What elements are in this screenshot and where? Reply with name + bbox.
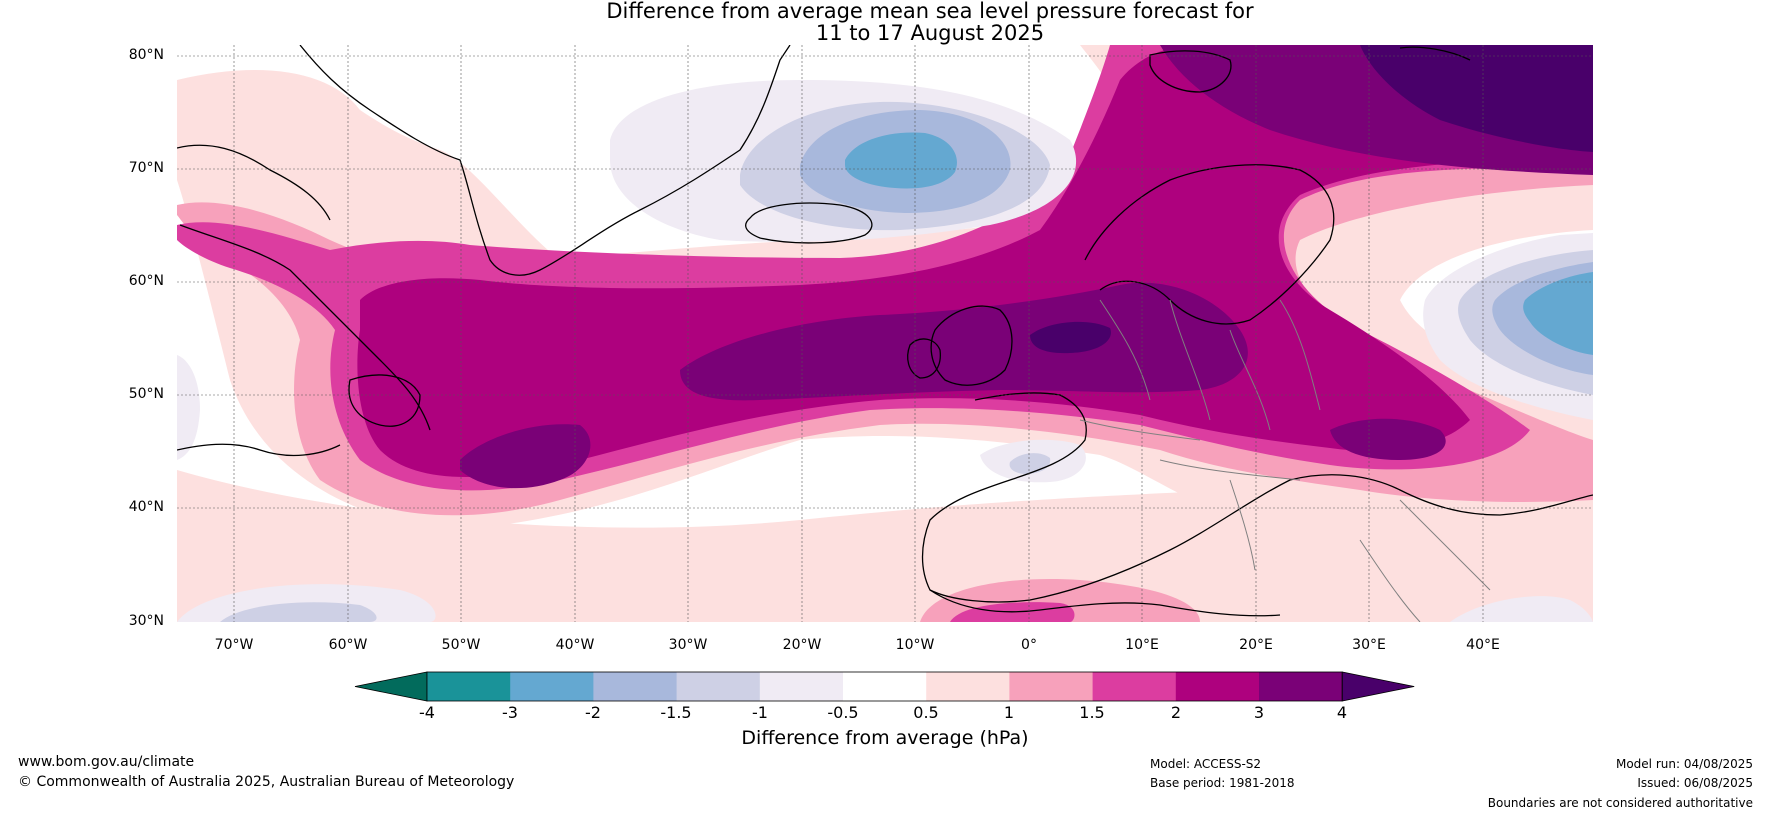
lon-label-60w: 60°W bbox=[328, 637, 368, 653]
colorbar-tick: 0.5 bbox=[913, 703, 939, 722]
contour-3-to-4-balkans bbox=[1330, 418, 1446, 460]
colorbar-tick: -1.5 bbox=[660, 703, 692, 722]
base-period-text: Base period: 1981-2018 bbox=[1150, 776, 1295, 790]
colorbar-tick: 2 bbox=[1170, 703, 1182, 722]
canada-arctic-coast bbox=[177, 144, 331, 221]
website-link[interactable]: www.bom.gov.au/climate bbox=[18, 754, 195, 770]
lat-label-30n: 30°N bbox=[128, 613, 164, 629]
contour-above-4-north bbox=[1360, 45, 1593, 152]
colorbar bbox=[354, 671, 1415, 702]
lon-label-30w: 30°W bbox=[668, 637, 708, 653]
colorbar-tick: -2 bbox=[585, 703, 601, 722]
lon-label-10e: 10°E bbox=[1125, 637, 1159, 653]
boundaries-note: Boundaries are not considered authoritat… bbox=[1487, 796, 1753, 810]
africa-coast bbox=[929, 589, 1281, 617]
colorbar-segment bbox=[843, 672, 927, 701]
lat-label-60n: 60°N bbox=[128, 273, 164, 289]
colorbar-tick: 1 bbox=[1003, 703, 1015, 722]
lon-label-40e: 40°E bbox=[1466, 637, 1500, 653]
lon-label-10w: 10°W bbox=[895, 637, 935, 653]
ireland-coast bbox=[907, 338, 941, 379]
contour-3-to-4-southwest bbox=[460, 424, 591, 489]
contour-neg-south-west-inner bbox=[220, 602, 377, 622]
colorbar-title: Difference from average (hPa) bbox=[741, 727, 1029, 749]
greenland-coast bbox=[299, 45, 791, 276]
colorbar-segment bbox=[427, 672, 511, 701]
map-title-line-1: Difference from average mean sea level p… bbox=[606, 0, 1254, 23]
lon-label-0: 0° bbox=[1021, 637, 1037, 653]
country-borders bbox=[1079, 299, 1491, 622]
colorbar-extend-high bbox=[1341, 671, 1415, 702]
lat-label-50n: 50°N bbox=[128, 386, 164, 402]
model-run-text: Model run: 04/08/2025 bbox=[1615, 757, 1753, 771]
colorbar-segment bbox=[759, 672, 844, 701]
colorbar-segment bbox=[926, 672, 1010, 701]
colorbar-tick: 1.5 bbox=[1079, 703, 1105, 722]
contour-above-4-uk bbox=[1030, 321, 1111, 354]
lon-label-70w: 70°W bbox=[214, 637, 254, 653]
colorbar-outline bbox=[426, 671, 1343, 702]
novaya-zemlya-coast bbox=[1399, 46, 1471, 61]
map-title-line-2: 11 to 17 August 2025 bbox=[815, 21, 1045, 45]
labrador-coast bbox=[179, 224, 431, 431]
model-text: Model: ACCESS-S2 bbox=[1150, 757, 1262, 771]
colorbar-tick: -0.5 bbox=[827, 703, 859, 722]
colorbar-segment bbox=[1092, 672, 1177, 701]
lon-label-20w: 20°W bbox=[782, 637, 822, 653]
colorbar-tick: 3 bbox=[1253, 703, 1265, 722]
lon-label-30e: 30°E bbox=[1352, 637, 1386, 653]
iceland-coast bbox=[745, 202, 873, 244]
colorbar-segment bbox=[593, 672, 678, 701]
colorbar-segment bbox=[676, 672, 761, 701]
colorbar-tick: -3 bbox=[502, 703, 518, 722]
coastlines bbox=[177, 45, 1593, 617]
contour-2-to-3 bbox=[357, 45, 1593, 477]
lon-label-50w: 50°W bbox=[441, 637, 481, 653]
contour-3-to-4 bbox=[680, 282, 1248, 401]
lat-label-40n: 40°N bbox=[128, 499, 164, 515]
colorbar-tick: -4 bbox=[419, 703, 435, 722]
us-east-coast bbox=[177, 443, 341, 457]
svalbard-coast bbox=[1149, 50, 1232, 93]
colorbar-tick: 4 bbox=[1336, 703, 1348, 722]
graticule bbox=[177, 45, 1593, 622]
colorbar-segment bbox=[1175, 672, 1260, 701]
colorbar-segment bbox=[1009, 672, 1094, 701]
colorbar-extend-low bbox=[354, 671, 428, 702]
colorbar-tick: -1 bbox=[752, 703, 768, 722]
map-plot-area bbox=[177, 45, 1593, 622]
lon-label-40w: 40°W bbox=[555, 637, 595, 653]
colorbar-segment bbox=[510, 672, 594, 701]
lat-label-80n: 80°N bbox=[128, 47, 164, 63]
contour-neg-2-to-3-iceland bbox=[845, 132, 957, 189]
contour-neg-southeast bbox=[1450, 596, 1593, 622]
contour-neg-west-edge bbox=[177, 355, 200, 460]
colorbar-segment bbox=[1259, 672, 1343, 701]
issued-text: Issued: 06/08/2025 bbox=[1637, 776, 1753, 790]
lon-label-20e: 20°E bbox=[1239, 637, 1273, 653]
copyright-text: © Commonwealth of Australia 2025, Austra… bbox=[18, 774, 515, 790]
newfoundland-coast bbox=[348, 374, 421, 427]
contour-neg-2-to-3-east bbox=[1523, 272, 1593, 355]
europe-coast bbox=[921, 392, 1593, 603]
lat-label-70n: 70°N bbox=[128, 160, 164, 176]
